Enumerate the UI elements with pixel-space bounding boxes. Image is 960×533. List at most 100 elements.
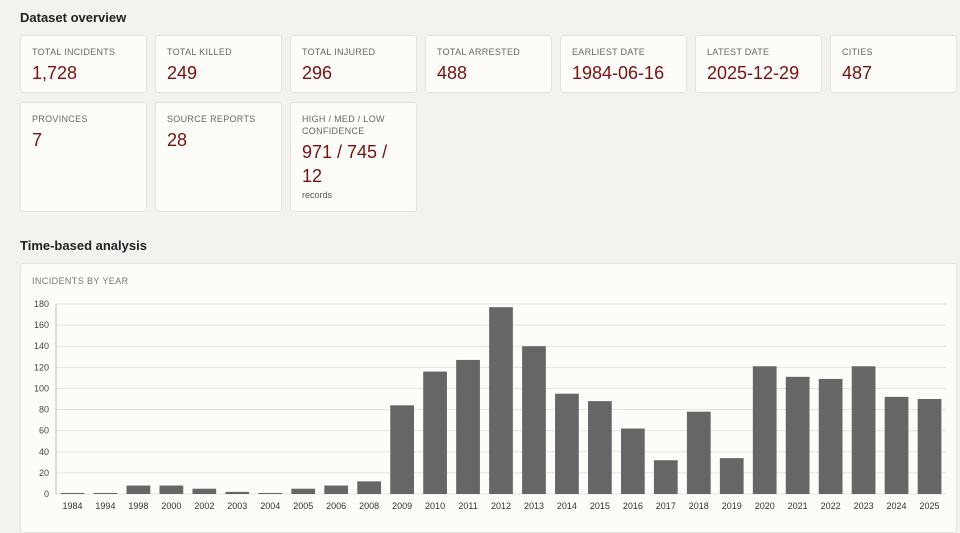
card-label: SOURCE REPORTS [167,114,256,124]
x-tick-label: 2020 [755,501,775,511]
x-tick-label: 2016 [623,501,643,511]
x-tick-label: 2024 [887,501,907,511]
bar-2008 [357,481,382,494]
y-tick-label: 180 [34,299,49,309]
card-provinces: PROVINCES 7 [20,102,147,212]
y-tick-label: 40 [39,447,49,457]
bar-2019 [719,458,744,494]
x-tick-label: 2013 [524,501,544,511]
y-tick-label: 0 [44,489,49,499]
chart-title: INCIDENTS BY YEAR [32,276,129,286]
card-earliest-date: EARLIEST DATE 1984-06-16 [560,35,687,93]
x-tick-label: 2025 [920,501,940,511]
card-label: PROVINCES [32,114,88,124]
x-tick-label: 2003 [227,501,247,511]
card-label: HIGH / MED / LOW CONFIDENCE [302,114,385,136]
card-total-killed: TOTAL KILLED 249 [155,35,282,93]
y-tick-label: 120 [34,362,49,372]
incidents-by-year-chart: 0 20 40 60 80 100 120 140 160 180 1984 1994 1998 2000… [34,299,946,511]
x-tick-label: 2009 [392,501,412,511]
x-tick-label: 1994 [95,501,115,511]
card-cities: CITIES 487 [830,35,957,93]
bar-2013 [522,346,546,494]
card-label: TOTAL KILLED [167,47,232,57]
bar-2004 [258,492,283,494]
card-label: TOTAL ARRESTED [437,47,521,57]
bar-2024 [884,396,909,494]
card-label: EARLIEST DATE [572,47,646,57]
overview-title: Dataset overview [20,10,127,25]
bar-2022 [818,378,843,494]
y-tick-label: 140 [34,341,49,351]
card-label: TOTAL INCIDENTS [32,47,116,57]
x-tick-label: 2011 [458,501,477,511]
y-tick-label: 100 [34,383,49,393]
bar-2017 [653,460,678,494]
bar-2003 [225,491,250,494]
card-value: 1,728 [32,63,78,83]
x-tick-label: 2023 [854,501,874,511]
x-tick-label: 2019 [722,501,742,511]
bar-2018 [686,411,711,494]
x-tick-label: 2018 [689,501,709,511]
bar-2015 [588,401,612,494]
card-total-injured: TOTAL INJURED 296 [290,35,417,93]
bar-2012 [489,307,513,494]
bar-2010 [423,371,447,494]
bar-2000 [159,485,184,494]
card-label: CITIES [842,47,873,57]
card-total-arrested: TOTAL ARRESTED 488 [425,35,552,93]
x-tick-label: 2000 [161,501,181,511]
bar-1998 [126,485,151,494]
x-tick-label: 2010 [425,501,445,511]
x-tick-label: 2005 [293,501,313,511]
x-tick-label: 2002 [194,501,214,511]
x-tick-label: 2008 [359,501,379,511]
card-value: 2025-12-29 [707,63,800,83]
bar-2023 [851,366,876,494]
y-tick-label: 20 [39,468,49,478]
x-tick-label: 2004 [260,501,280,511]
bar-2009 [390,405,414,494]
incidents-by-year-panel: INCIDENTS BY YEAR 0 20 40 60 80 100 120 140 160 1… [20,263,957,533]
y-tick-label: 160 [34,320,49,330]
card-label: TOTAL INJURED [302,47,376,57]
time-analysis-title: Time-based analysis [20,238,147,253]
x-tick-label: 2017 [656,501,676,511]
bar-2025 [917,399,942,494]
bar-2011 [456,359,480,494]
card-total-incidents: TOTAL INCIDENTS 1,728 [20,35,147,93]
x-tick-label: 2022 [821,501,841,511]
y-tick-label: 80 [39,405,49,415]
card-value: 487 [842,63,873,83]
x-tick-label: 2012 [491,501,511,511]
card-value: 1984-06-16 [572,63,665,83]
x-tick-label: 2021 [788,501,808,511]
bar-1984 [60,492,85,494]
card-sub-label: records [302,190,333,200]
card-value: 296 [302,63,333,83]
card-value: 488 [437,63,468,83]
bar-2005 [291,488,316,494]
x-tick-label: 2006 [326,501,346,511]
x-tick-label: 2014 [557,501,577,511]
card-value: 7 [32,130,43,150]
card-value: 28 [167,130,188,150]
bar-2014 [555,393,579,494]
x-tick-label: 1998 [128,501,148,511]
x-tick-label: 1984 [62,501,82,511]
card-source-reports: SOURCE REPORTS 28 [155,102,282,212]
bar-2021 [785,376,810,494]
card-latest-date: LATEST DATE 2025-12-29 [695,35,822,93]
card-value: 971 / 745 / 12 [302,142,388,186]
card-confidence: HIGH / MED / LOW CONFIDENCE 971 / 745 / … [290,102,417,212]
card-label: LATEST DATE [707,47,770,57]
bar-2016 [620,428,645,494]
x-tick-label: 2015 [590,501,610,511]
bar-2002 [192,488,217,494]
card-value: 249 [167,63,198,83]
bar-2006 [324,485,349,494]
bar-1994 [93,492,118,494]
bar-2020 [752,366,777,494]
y-tick-label: 60 [39,426,49,436]
